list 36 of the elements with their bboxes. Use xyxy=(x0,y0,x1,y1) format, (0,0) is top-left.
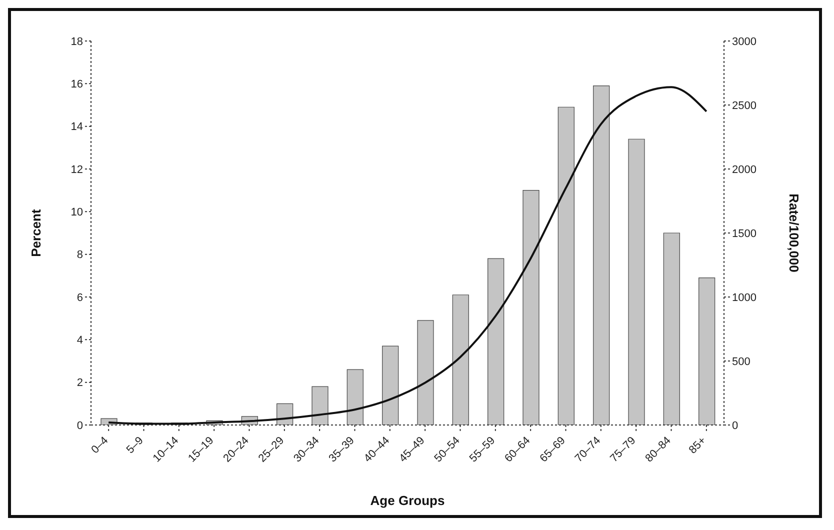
y-axis-title: Percent xyxy=(28,208,44,257)
y2-tick-label: 500 xyxy=(732,356,750,368)
y-tick-label: 10 xyxy=(70,206,83,219)
bar xyxy=(558,106,574,425)
bar xyxy=(663,232,680,425)
y-tick-label: 6 xyxy=(76,292,83,304)
bar xyxy=(382,346,399,425)
bar xyxy=(698,278,716,425)
y-tick-label: 8 xyxy=(76,249,83,262)
bar xyxy=(628,138,645,425)
bar xyxy=(417,320,434,425)
y-tick-label: 12 xyxy=(70,164,83,176)
y-tick-label: 18 xyxy=(70,36,83,48)
y-tick-label: 0 xyxy=(76,420,83,432)
y2-tick-label: 2500 xyxy=(732,100,756,112)
x-tick-label: 0–4 xyxy=(89,434,111,456)
y2-tick-label: 2000 xyxy=(732,164,756,176)
x-axis-title: Age Groups xyxy=(370,493,445,508)
bar xyxy=(522,190,540,425)
y2-tick-label: 1000 xyxy=(732,292,756,304)
y2-tick-label: 3000 xyxy=(732,36,756,48)
line-series xyxy=(108,86,708,425)
x-tick-label: 5–9 xyxy=(124,434,146,456)
x-tick-label: 85+ xyxy=(686,434,709,456)
bar xyxy=(312,386,328,425)
y2-tick-label: 1500 xyxy=(732,228,756,240)
bar xyxy=(346,369,364,425)
y2-axis-title: Rate/100,000 xyxy=(786,194,802,272)
bar xyxy=(593,86,610,425)
y-tick-label: 16 xyxy=(70,78,83,91)
y-tick-label: 2 xyxy=(76,377,83,390)
y-tick-label: 14 xyxy=(70,121,83,134)
bar xyxy=(488,258,504,425)
y-tick-label: 4 xyxy=(76,334,83,347)
y2-tick-label: 0 xyxy=(732,420,738,432)
bar xyxy=(452,294,469,425)
